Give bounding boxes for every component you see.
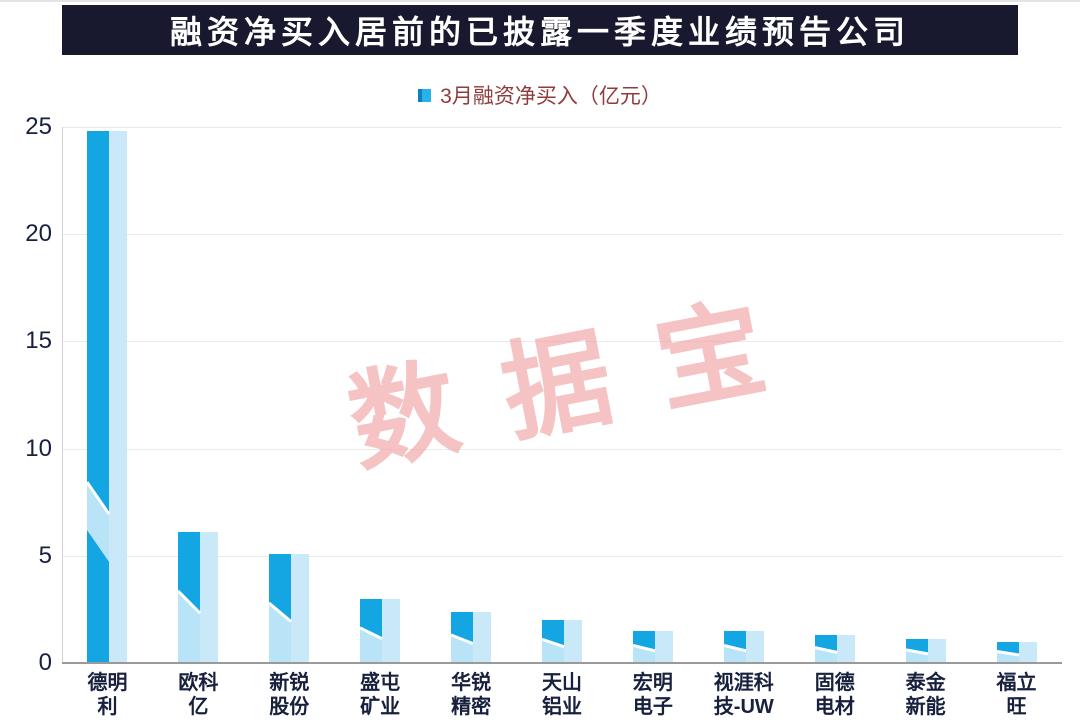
legend-marker-icon [418, 88, 432, 102]
y-axis-tick-label: 15 [25, 327, 52, 355]
gridline [62, 234, 1062, 236]
x-axis-labels: 德明利欧科亿新锐 股份 盛屯 矿业 华锐 精密 天山 铝业 宏明 电子 视涯科 技-UW 固德 电材 泰金新… [62, 671, 1062, 719]
x-axis-category-label-line: 盛屯 [360, 672, 401, 694]
x-axis-category-label: 天山 铝业 [517, 671, 608, 719]
x-axis-category-label: 福立旺 [971, 671, 1062, 719]
x-axis-category-label: 新锐 股份 [244, 671, 335, 719]
bar [814, 635, 855, 663]
bar-slot [607, 127, 698, 663]
x-axis-category-label-line: 华锐 [451, 672, 492, 694]
chart-title-bar: 融资净买入居前的已披露一季度业绩预告公司 [62, 5, 1018, 55]
x-axis-category-label-line: 欧科 [178, 672, 219, 694]
bar [905, 639, 946, 663]
bar [86, 131, 128, 663]
legend-label: 3月融资净买入（亿元） [440, 85, 662, 108]
y-axis-tick-label: 5 [38, 541, 52, 569]
x-axis-category-label-line: 电材 [814, 696, 855, 718]
bar [177, 532, 219, 663]
bar [268, 554, 310, 663]
x-axis-category-label-line: 固德 [814, 672, 855, 694]
y-axis-tick-label: 25 [25, 113, 52, 140]
x-axis-category-label: 欧科亿 [153, 671, 244, 719]
x-axis-category-label: 宏明 电子 [607, 671, 698, 719]
bar-slot [971, 127, 1062, 663]
x-axis-category-label-line: 视涯科 [713, 672, 774, 694]
x-axis-category-label-line: 天山 [541, 672, 582, 694]
x-axis-category-label-line: 技-UW [713, 696, 774, 718]
x-axis-category-label: 泰金 新能 [880, 671, 971, 719]
gridline [62, 341, 1062, 343]
bar [541, 620, 582, 663]
x-axis-category-label-line: 福立 [996, 672, 1037, 694]
x-axis-category-label-line: 新能 [905, 696, 946, 718]
bar-slot [426, 127, 517, 663]
bar [723, 631, 764, 663]
gridline [62, 127, 1062, 128]
bar-slot [880, 127, 971, 663]
bar-slot [244, 127, 335, 663]
x-axis-category-label-line: 旺 [1006, 696, 1027, 718]
x-axis-category-label-line: 泰金 [905, 672, 946, 694]
bar-slot [517, 127, 608, 663]
x-axis-category-label-line: 矿业 [360, 696, 401, 718]
chart-title: 融资净买入居前的已披露一季度业绩预告公司 [169, 14, 910, 50]
x-axis-category-label-line: 亿 [188, 696, 209, 718]
y-axis-line [62, 127, 63, 663]
x-axis-category-label: 华锐 精密 [426, 671, 517, 719]
bar [632, 631, 673, 663]
bar [996, 642, 1037, 663]
gridline [62, 555, 1062, 557]
x-axis-line [62, 662, 1062, 664]
plot-area [62, 127, 1062, 663]
y-axis-tick-label: 0 [38, 649, 52, 676]
y-axis-tick-label: 10 [25, 434, 52, 462]
x-axis-category-label-line: 德明 [87, 672, 128, 694]
bar-slot [698, 127, 789, 663]
x-axis-category-label: 德明利 [62, 671, 153, 719]
bar-slot [335, 127, 426, 663]
x-axis-category-label: 盛屯 矿业 [335, 671, 426, 719]
x-axis-category-label-line: 利 [97, 696, 118, 718]
page-top-border [0, 0, 1080, 2]
x-axis-category-label-line: 精密 [451, 696, 492, 718]
x-axis-category-label-line: 股份 [269, 696, 310, 718]
x-axis-category-label-line: 铝业 [541, 696, 582, 718]
x-axis-category-label: 固德 电材 [789, 671, 880, 719]
bar [359, 599, 401, 663]
x-axis-category-label: 视涯科 技-UW [698, 671, 789, 719]
bar-slot [153, 127, 244, 663]
x-axis-category-label-line: 宏明 [632, 672, 673, 694]
bar [450, 612, 492, 663]
legend: 3月融资净买入（亿元） [0, 80, 1080, 110]
bar-slot [789, 127, 880, 663]
gridline [62, 448, 1062, 450]
bar-slot [62, 127, 153, 663]
x-axis-category-label-line: 电子 [632, 696, 673, 718]
y-axis-tick-label: 20 [25, 220, 52, 248]
x-axis-category-label-line: 新锐 [269, 672, 310, 694]
